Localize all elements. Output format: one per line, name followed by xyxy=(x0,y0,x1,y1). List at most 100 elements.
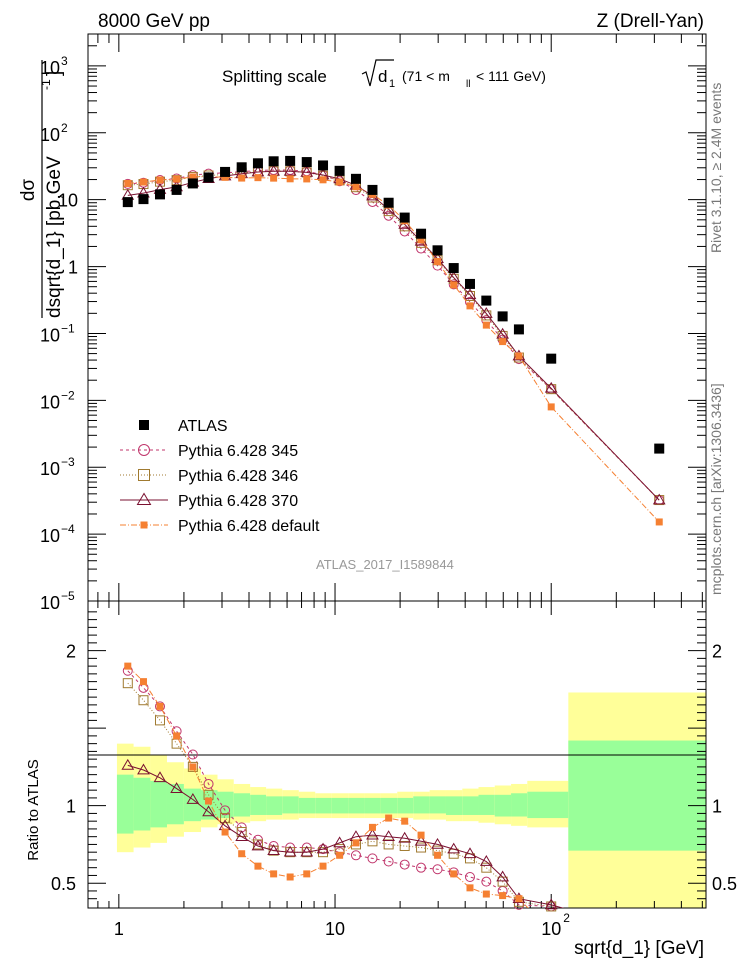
ratio-point-3-11 xyxy=(303,870,311,878)
ratio-point-2-1 xyxy=(137,763,150,775)
y-tick-label-exp: −3 xyxy=(61,455,75,469)
main-point-2-22 xyxy=(479,307,493,318)
ratio-point-0-21 xyxy=(464,871,475,882)
ratio-point-3-8 xyxy=(254,862,262,870)
y-tick-label: 10 −5 xyxy=(40,589,75,613)
main-point-3-13 xyxy=(336,178,344,186)
y-tick-label: 10 3 xyxy=(40,54,68,78)
ratio-point-0-22 xyxy=(481,876,492,887)
ratio-point-2-12 xyxy=(316,842,330,854)
ratio-point-3-10 xyxy=(286,873,294,881)
legend-marker-4 xyxy=(140,521,148,529)
atlas-point-9 xyxy=(268,156,279,167)
x-tick-labels: 1 10 102 xyxy=(114,911,570,939)
legend-entry-2: Pythia 6.428 346 xyxy=(120,468,298,485)
legend-entry-4: Pythia 6.428 default xyxy=(120,518,320,535)
ratio-point-3-9 xyxy=(270,870,278,878)
ratio-point-3-15 xyxy=(368,823,376,831)
header-left: 8000 GeV pp xyxy=(98,11,210,32)
main-point-2-25 xyxy=(544,381,558,393)
title-sqrt-symbol: d 1 xyxy=(361,59,395,90)
ratio-point-2-7 xyxy=(235,830,249,842)
ratio-point-3-24 xyxy=(515,895,523,903)
legend-marker-3 xyxy=(136,492,152,506)
main-line-0 xyxy=(127,169,660,501)
ratio-point-2-3 xyxy=(170,782,183,793)
band-green-10 xyxy=(282,796,299,814)
ratio-y-tick-label-right: 0.5 xyxy=(712,874,737,894)
atlas-point-22 xyxy=(481,295,492,306)
y-tick-label: 10 −4 xyxy=(40,522,75,546)
atlas-point-12 xyxy=(318,160,329,171)
title-range-pre: (71 < m xyxy=(402,68,450,84)
ratio-point-2-0 xyxy=(121,758,135,770)
ratio-point-2-11 xyxy=(300,845,314,857)
y-axis-label-sup: -1 xyxy=(39,79,53,90)
x-tick-label-base: 10 xyxy=(541,919,561,939)
legend-entry-3: Pythia 6.428 370 xyxy=(120,492,298,510)
atlas-point-16 xyxy=(383,197,394,208)
ratio-point-2-21 xyxy=(463,847,477,859)
y-axis-label-end: ] xyxy=(44,71,65,76)
main-point-3-4 xyxy=(189,173,197,181)
ratio-point-2-4 xyxy=(186,792,200,804)
ratio-y-tick-label: 0.5 xyxy=(51,874,76,894)
ratio-point-3-19 xyxy=(434,851,442,859)
ratio-point-3-14 xyxy=(352,839,360,847)
band-green-18 xyxy=(413,796,430,814)
atlas-point-3 xyxy=(171,184,182,195)
atlas-point-11 xyxy=(301,157,312,168)
atlas-point-8 xyxy=(252,158,263,169)
band-green-24 xyxy=(511,793,528,817)
x-tick-label: 102 xyxy=(541,911,570,939)
rivet-label: Rivet 3.1.10, ≥ 2.4M events xyxy=(708,83,724,253)
ratio-point-2-22 xyxy=(479,854,493,866)
atlas-point-23 xyxy=(497,311,508,322)
legend-label-4: Pythia 6.428 default xyxy=(178,518,320,535)
ratio-point-2-17 xyxy=(398,831,412,843)
ratio-point-2-25 xyxy=(544,898,558,910)
main-point-2-10 xyxy=(283,164,297,176)
band-green-0 xyxy=(116,774,134,834)
ratio-point-2-9 xyxy=(267,844,281,855)
legend-label-3: Pythia 6.428 370 xyxy=(178,493,298,510)
atlas-point-10 xyxy=(285,155,296,166)
main-series-layer xyxy=(121,155,666,526)
ratio-point-3-5 xyxy=(205,797,213,805)
atlas-point-21 xyxy=(464,278,475,289)
band-green-3 xyxy=(166,783,184,825)
y-tick-label: 10 xyxy=(58,191,78,211)
y-tick-label-exp: 2 xyxy=(61,121,68,135)
main-point-3-25 xyxy=(547,403,555,411)
y-tick-label: 10 −2 xyxy=(40,388,75,412)
y-tick-label-base: 10 xyxy=(40,459,60,479)
y-tick-label-base: 10 xyxy=(40,593,60,613)
ratio-point-1-0 xyxy=(122,678,133,689)
y-tick-label-exp: 3 xyxy=(61,54,68,68)
main-point-3-9 xyxy=(270,174,278,182)
band-green-7 xyxy=(233,793,251,817)
ratio-point-3-2 xyxy=(156,702,164,710)
ratio-point-1-4 xyxy=(187,761,198,772)
atlas-point-7 xyxy=(236,162,247,173)
y-tick-label: 10 −1 xyxy=(40,321,75,345)
y-tick-label-base: 10 xyxy=(40,58,60,78)
ratio-point-1-22 xyxy=(481,862,492,873)
atlas-point-18 xyxy=(416,228,427,239)
main-point-3-22 xyxy=(482,321,490,329)
band-green-8 xyxy=(250,794,267,815)
band-green-13 xyxy=(331,797,349,814)
ratio-point-1-16 xyxy=(383,839,394,850)
legend-entry-1: Pythia 6.428 345 xyxy=(120,443,298,460)
y-tick-label-base: 10 xyxy=(40,526,60,546)
atlas-point-2 xyxy=(154,189,165,200)
x-tick-label: 10 xyxy=(325,919,345,939)
band-green-12 xyxy=(315,797,332,814)
x-tick-label-base: 10 xyxy=(325,919,345,939)
atlas-point-24 xyxy=(513,324,524,335)
ratio-series-layer xyxy=(121,662,565,912)
ratio-point-3-13 xyxy=(336,851,344,859)
ratio-point-1-18 xyxy=(416,842,427,853)
